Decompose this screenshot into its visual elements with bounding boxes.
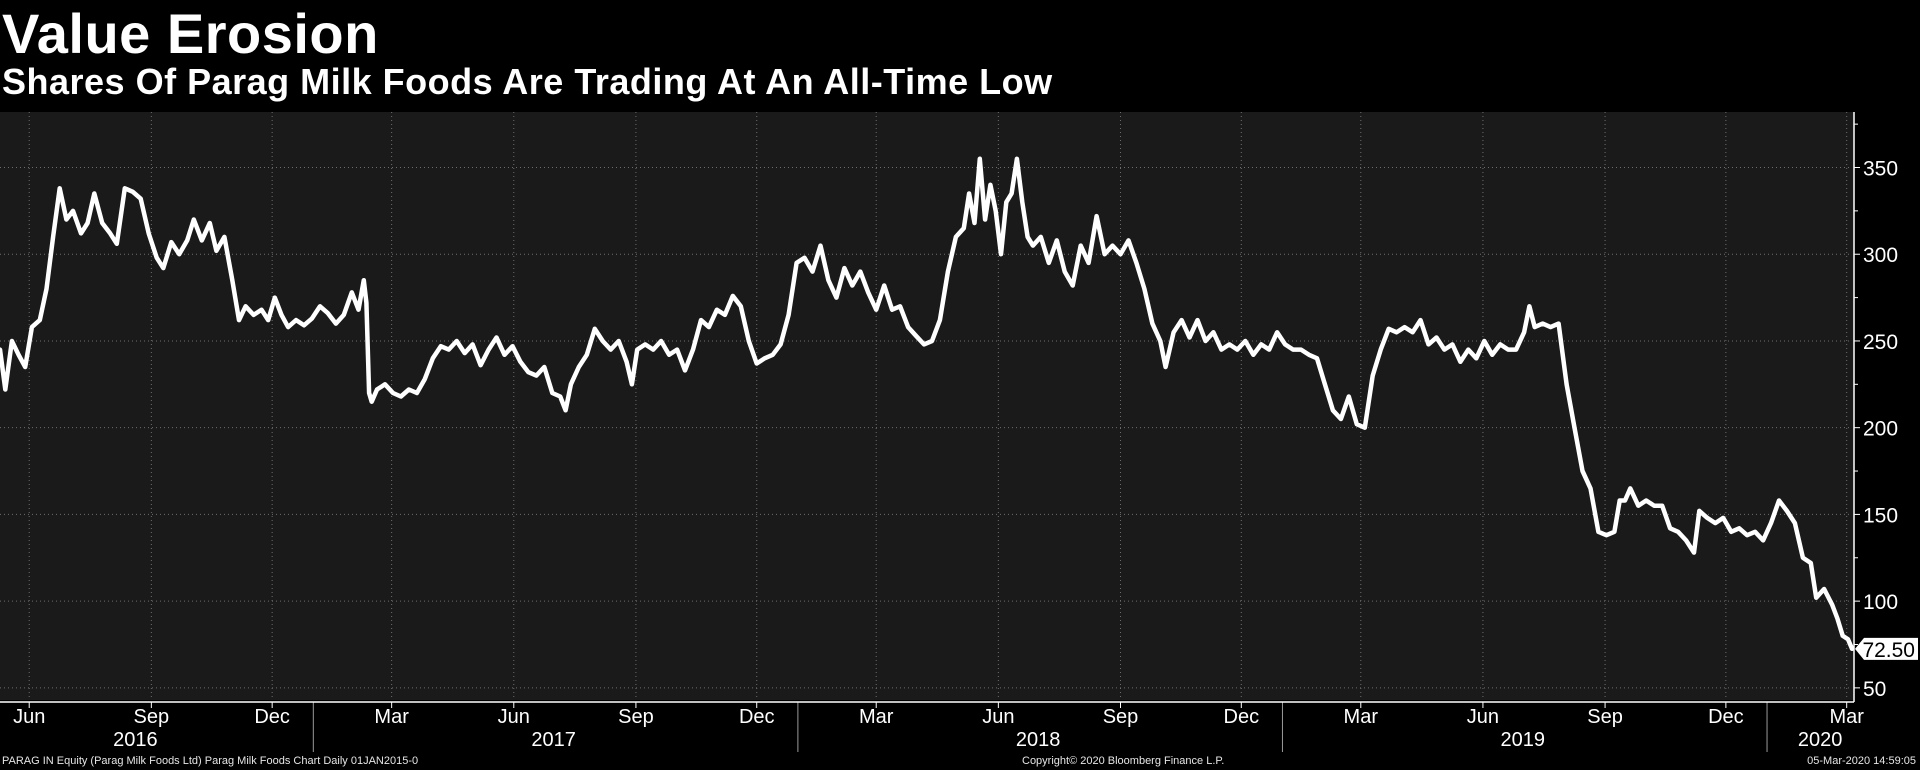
x-tick-label-15: Mar [1829, 706, 1864, 728]
year-label-2016: 2016 [113, 729, 158, 751]
x-tick-label-1: Sep [134, 706, 170, 728]
y-tick-label-350: 350 [1863, 158, 1898, 181]
last-value-marker: 72.50 [1855, 637, 1918, 662]
y-tick-label-300: 300 [1863, 244, 1898, 267]
x-tick-label-0: Jun [13, 706, 45, 728]
footer-copyright: Copyright© 2020 Bloomberg Finance L.P. [1022, 755, 1225, 767]
year-label-2018: 2018 [1016, 729, 1061, 751]
footer-timestamp: 05-Mar-2020 14:59:05 [1807, 755, 1916, 767]
chart-title: Value Erosion [2, 2, 379, 65]
x-tick-label-13: Sep [1587, 706, 1623, 728]
y-tick-label-50: 50 [1863, 678, 1886, 701]
series-line-0 [0, 156, 1855, 652]
x-tick-label-4: Jun [498, 706, 530, 728]
x-tick-label-3: Mar [374, 706, 409, 728]
series [0, 156, 1855, 652]
last-value-label: 72.50 [1862, 639, 1915, 662]
y-tick-label-250: 250 [1863, 331, 1898, 354]
y-tick-label-150: 150 [1863, 504, 1898, 527]
year-label-2019: 2019 [1501, 729, 1546, 751]
chart-subtitle: Shares Of Parag Milk Foods Are Trading A… [2, 61, 1053, 102]
year-label-2017: 2017 [531, 729, 576, 751]
x-tick-label-5: Sep [618, 706, 654, 728]
axes: 50 100 150 200 250 300 350 Jun Sep Dec Mar Jun Sep De… [0, 112, 1898, 752]
x-tick-label-8: Jun [982, 706, 1014, 728]
x-tick-label-10: Dec [1224, 706, 1260, 728]
x-tick-label-2: Dec [254, 706, 290, 728]
x-tick-label-9: Sep [1103, 706, 1139, 728]
x-tick-label-12: Jun [1467, 706, 1499, 728]
footer-security-info: PARAG IN Equity (Parag Milk Foods Ltd) P… [2, 755, 419, 767]
last-value-box [1855, 637, 1918, 660]
x-tick-label-7: Mar [859, 706, 894, 728]
x-tick-label-6: Dec [739, 706, 775, 728]
y-tick-label-200: 200 [1863, 418, 1898, 441]
x-tick-label-14: Dec [1708, 706, 1744, 728]
year-label-2020: 2020 [1798, 729, 1843, 751]
y-tick-label-100: 100 [1863, 591, 1898, 614]
gridlines [0, 112, 1852, 700]
x-tick-label-11: Mar [1344, 706, 1379, 728]
plot-area [0, 112, 1854, 700]
